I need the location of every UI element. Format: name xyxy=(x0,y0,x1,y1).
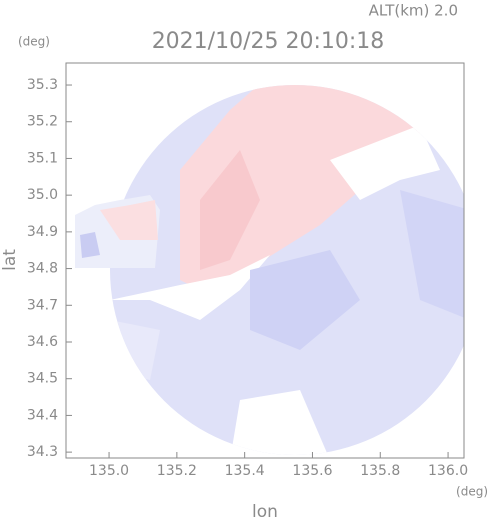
x-tick-label: 135.4 xyxy=(225,463,265,479)
y-axis-label: lat xyxy=(0,249,20,271)
radar-image xyxy=(75,85,464,455)
y-tick-label: 34.7 xyxy=(27,297,58,313)
y-tick-label: 34.3 xyxy=(27,444,58,460)
y-tick-label: 34.9 xyxy=(27,224,58,240)
x-tick-label: 136.0 xyxy=(428,463,468,479)
plot-frame xyxy=(65,62,465,459)
y-tick-label: 34.8 xyxy=(27,261,58,277)
x-tick-label: 135.8 xyxy=(360,463,400,479)
y-unit: (deg) xyxy=(18,35,50,49)
y-tick-label: 35.3 xyxy=(27,77,58,93)
x-tick-label: 135.2 xyxy=(157,463,197,479)
x-axis-label: lon xyxy=(252,502,278,521)
y-tick-label: 34.6 xyxy=(27,334,58,350)
x-tick-label: 135.0 xyxy=(89,463,129,479)
y-tick-label: 34.5 xyxy=(27,371,58,387)
subtitle: ALT(km) 2.0 xyxy=(369,2,458,20)
y-tick-label: 35.2 xyxy=(27,114,58,130)
y-tick-label: 35.1 xyxy=(27,150,58,166)
y-tick-label: 35.0 xyxy=(27,187,58,203)
x-unit: (deg) xyxy=(456,485,488,499)
chart-title: 2021/10/25 20:10:18 xyxy=(152,29,385,54)
y-tick-label: 34.4 xyxy=(27,407,58,423)
x-tick-label: 135.6 xyxy=(292,463,332,479)
